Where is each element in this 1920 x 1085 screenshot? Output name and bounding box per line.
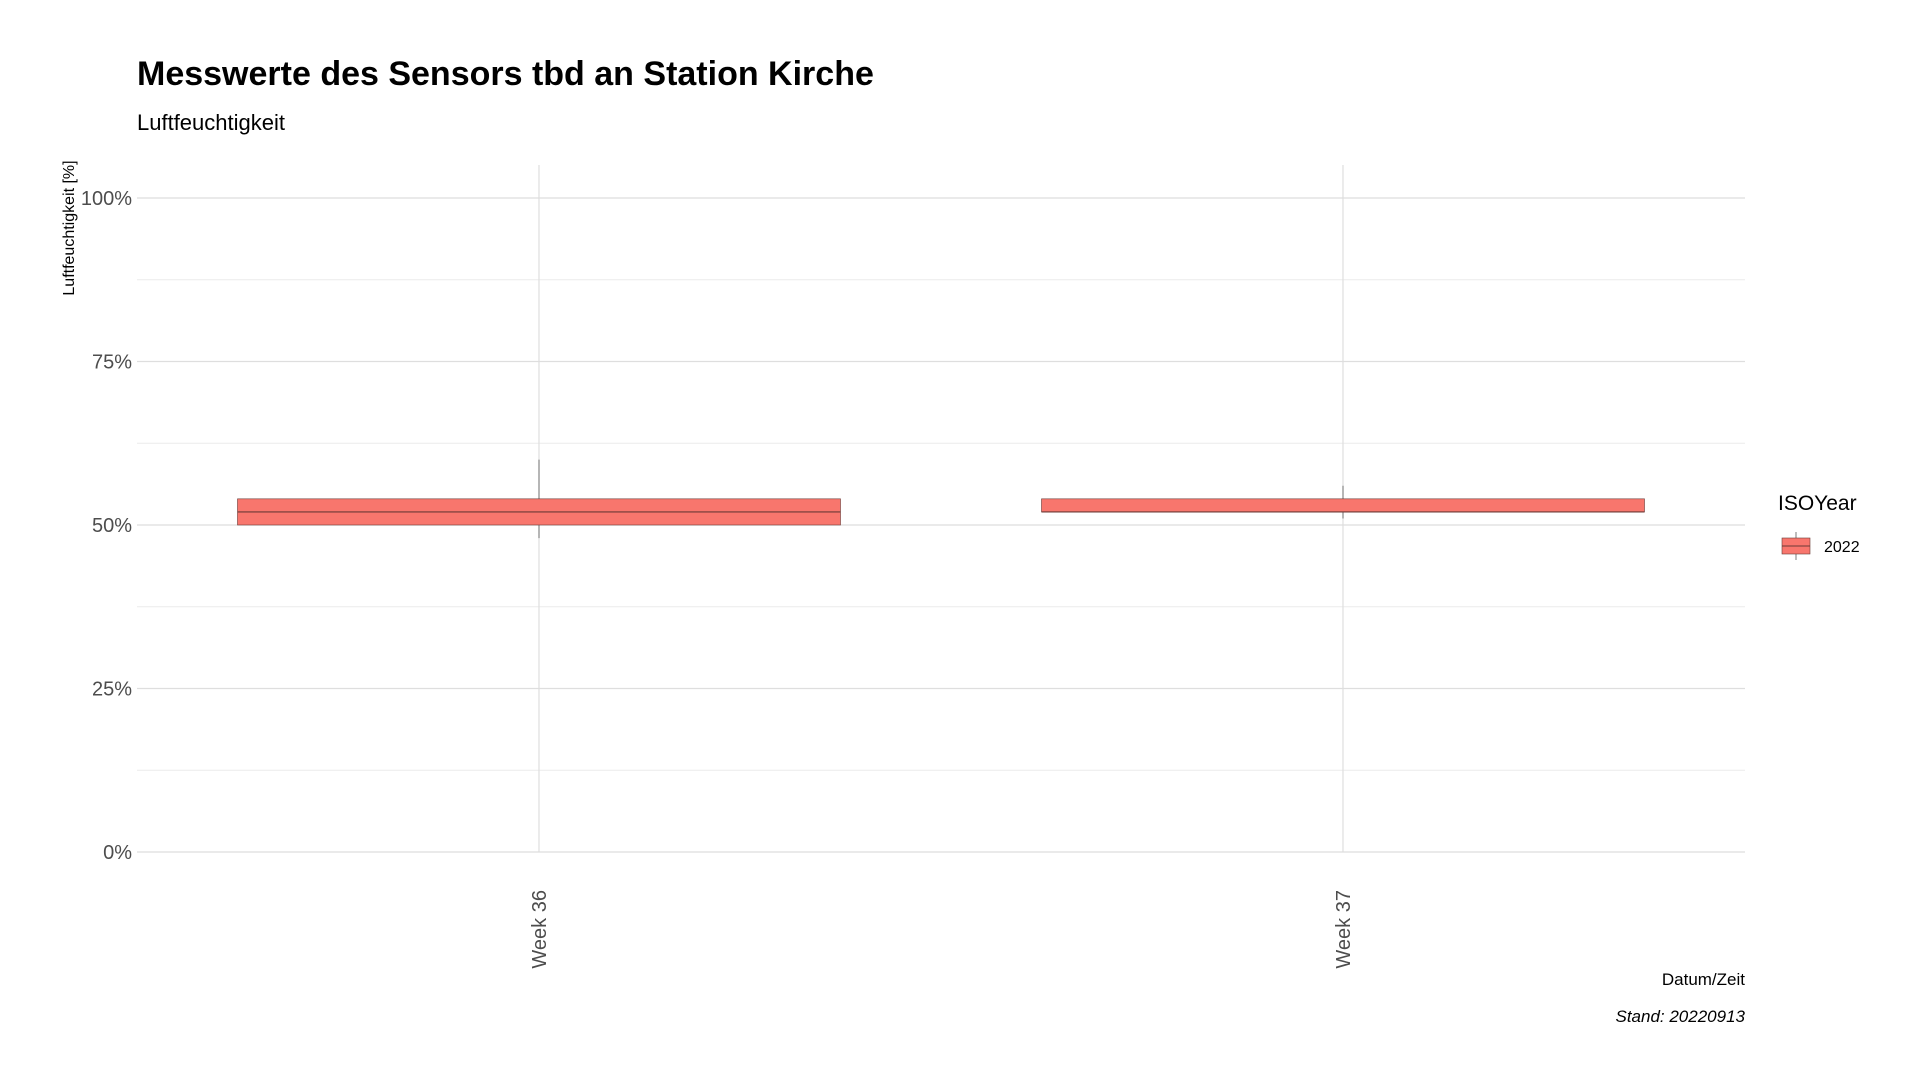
y-tick-label: 75% bbox=[92, 352, 132, 374]
legend-entry: 2022 bbox=[1781, 532, 1860, 560]
box-body bbox=[1041, 498, 1645, 513]
y-tick-label: 25% bbox=[92, 679, 132, 701]
y-tick-label: 0% bbox=[103, 842, 132, 864]
y-axis-label: Luftfeuchtigkeit [%] bbox=[61, 160, 78, 295]
legend-entry-label: 2022 bbox=[1824, 539, 1860, 556]
x-axis-label: Datum/Zeit bbox=[1662, 970, 1745, 989]
legend-entries: 2022 bbox=[1781, 532, 1860, 560]
legend-title: ISOYear bbox=[1778, 492, 1857, 515]
y-tick-label: 50% bbox=[92, 515, 132, 537]
chart-subtitle: Luftfeuchtigkeit bbox=[137, 110, 285, 135]
chart-caption: Stand: 20220913 bbox=[1615, 1007, 1745, 1026]
legend: ISOYear 2022 bbox=[1778, 492, 1860, 560]
boxplot-week-37 bbox=[1041, 485, 1645, 519]
box-layer bbox=[237, 459, 1645, 539]
axis-layer: 0% 25% 50% 75% 100% Week 36 Week 37 bbox=[81, 188, 1355, 969]
chart-title: Messwerte des Sensors tbd an Station Kir… bbox=[137, 55, 874, 93]
y-tick-label: 100% bbox=[81, 188, 132, 210]
x-tick-label: Week 37 bbox=[1333, 890, 1355, 969]
x-tick-label: Week 36 bbox=[529, 890, 551, 969]
boxplot-week-36 bbox=[237, 459, 841, 539]
